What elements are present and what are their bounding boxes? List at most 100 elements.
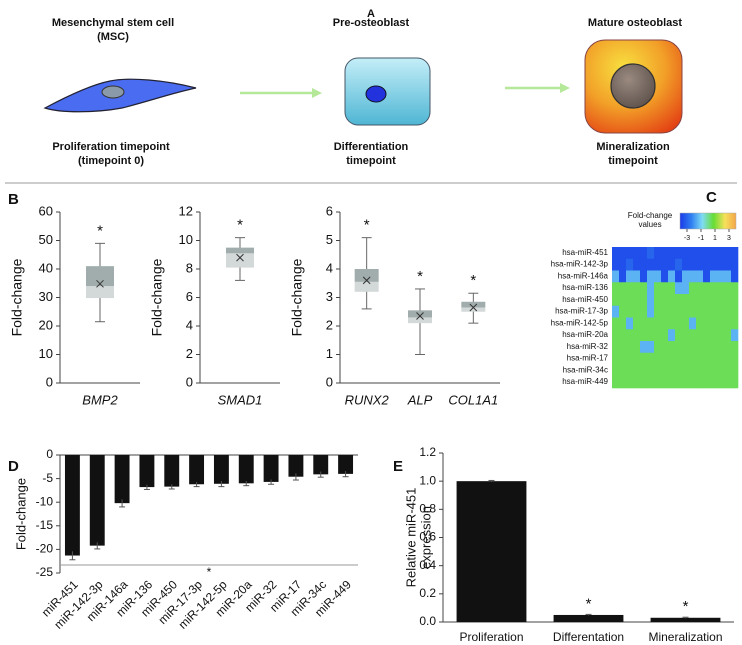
bar	[650, 617, 721, 622]
heatmap-cell	[710, 305, 718, 318]
heatmap-cell	[619, 270, 627, 283]
mean-stroke	[469, 303, 478, 312]
stage-title: (MSC)	[97, 31, 129, 43]
heatmap-cell	[633, 317, 641, 330]
heatmap-cell	[661, 352, 669, 365]
heatmap-cell	[619, 341, 627, 354]
box-lower	[408, 317, 432, 324]
heatmap-cell	[710, 247, 718, 260]
arrow-head	[312, 88, 322, 98]
y-tick-label: 20	[39, 317, 53, 332]
y-tick-label: 0.8	[419, 502, 436, 516]
heatmap-cell	[668, 352, 676, 365]
stage-timepoint: Differentiation	[334, 141, 409, 153]
heatmap-cell	[612, 317, 620, 330]
heatmap-cell	[654, 329, 662, 342]
heatmap-cell	[633, 341, 641, 354]
row-label: hsa-miR-17	[567, 354, 609, 363]
bar	[456, 481, 527, 622]
heatmap-cell	[682, 305, 690, 318]
heatmap-cell	[647, 317, 655, 330]
heatmap-cell	[661, 282, 669, 295]
heatmap-cell	[731, 270, 739, 283]
row-label: hsa-miR-20a	[562, 330, 608, 339]
heatmap-cell	[710, 329, 718, 342]
pre-osteoblast-nucleus	[365, 85, 387, 103]
heatmap-cell	[724, 247, 732, 260]
heatmap-cell	[612, 305, 620, 318]
heatmap-cell	[640, 376, 648, 389]
box-upper	[408, 310, 432, 318]
heatmap-cell	[710, 270, 718, 283]
heatmap-cell	[731, 364, 739, 377]
heatmap-cell	[696, 364, 704, 377]
heatmap-cell	[654, 364, 662, 377]
y-tick-label: 1	[326, 346, 333, 361]
heatmap-cell	[689, 341, 697, 354]
heatmap-cell	[682, 317, 690, 330]
heatmap-cell	[640, 341, 648, 354]
heatmap-cell	[619, 352, 627, 365]
heatmap-cell	[647, 247, 655, 260]
pre-osteoblast-cell	[344, 57, 431, 126]
y-tick-label: 0.0	[419, 614, 436, 628]
y-axis-label: Relative miR-451	[403, 488, 418, 588]
heatmap-cell	[703, 305, 711, 318]
heatmap-cell	[647, 352, 655, 365]
heatmap-cell	[633, 305, 641, 318]
heatmap-cell	[717, 364, 725, 377]
y-tick-label: 8	[186, 260, 193, 275]
heatmap-cell	[626, 341, 634, 354]
heatmap-cell	[654, 270, 662, 283]
heatmap-cell	[626, 282, 634, 295]
heatmap-cell	[682, 294, 690, 307]
colorbar-tick-label: 1	[713, 235, 717, 242]
heatmap-cell	[696, 294, 704, 307]
heatmap-cell	[682, 341, 690, 354]
heatmap-cell	[647, 270, 655, 283]
heatmap-cell	[654, 282, 662, 295]
heatmap-cell	[626, 364, 634, 377]
heatmap-cell	[710, 341, 718, 354]
y-tick-label: 0	[46, 447, 53, 461]
heatmap-cell	[626, 247, 634, 260]
bar	[139, 455, 155, 488]
heatmap-cell	[633, 258, 641, 271]
heatmap-cell	[717, 329, 725, 342]
heatmap-cell	[724, 341, 732, 354]
significance: *	[470, 272, 476, 289]
heatmap-cell	[696, 352, 704, 365]
x-tick-label: BMP2	[82, 392, 118, 407]
y-tick-label: 2	[326, 317, 333, 332]
heatmap-cell	[696, 282, 704, 295]
heatmap-cell	[640, 329, 648, 342]
heatmap-cell	[661, 247, 669, 260]
row-label: hsa-miR-450	[562, 295, 608, 304]
y-tick-label: 0.6	[419, 530, 436, 544]
heatmap-cell	[633, 247, 641, 260]
stage-timepoint: Mineralization	[596, 141, 670, 153]
y-tick-label: 0	[186, 374, 193, 389]
heatmap-cell	[626, 317, 634, 330]
heatmap-cell	[703, 364, 711, 377]
box-upper	[461, 301, 486, 308]
row-label: hsa-miR-142-5p	[551, 318, 609, 327]
heatmap-cell	[696, 305, 704, 318]
heatmap-cell	[654, 341, 662, 354]
heatmap-cell	[717, 294, 725, 307]
heatmap-cell	[710, 364, 718, 377]
stage-timepoint: timepoint	[346, 155, 396, 167]
heatmap-cell	[640, 364, 648, 377]
heatmap-cell	[689, 376, 697, 389]
heatmap-cell	[626, 270, 634, 283]
heatmap-cell	[661, 270, 669, 283]
heatmap-cell	[668, 305, 676, 318]
heatmap-cell	[675, 352, 683, 365]
heatmap-cell	[717, 282, 725, 295]
heatmap-cell	[696, 270, 704, 283]
heatmap-cell	[640, 317, 648, 330]
heatmap-cell	[626, 329, 634, 342]
y-tick-label: -10	[36, 494, 54, 508]
significance: *	[237, 217, 243, 234]
